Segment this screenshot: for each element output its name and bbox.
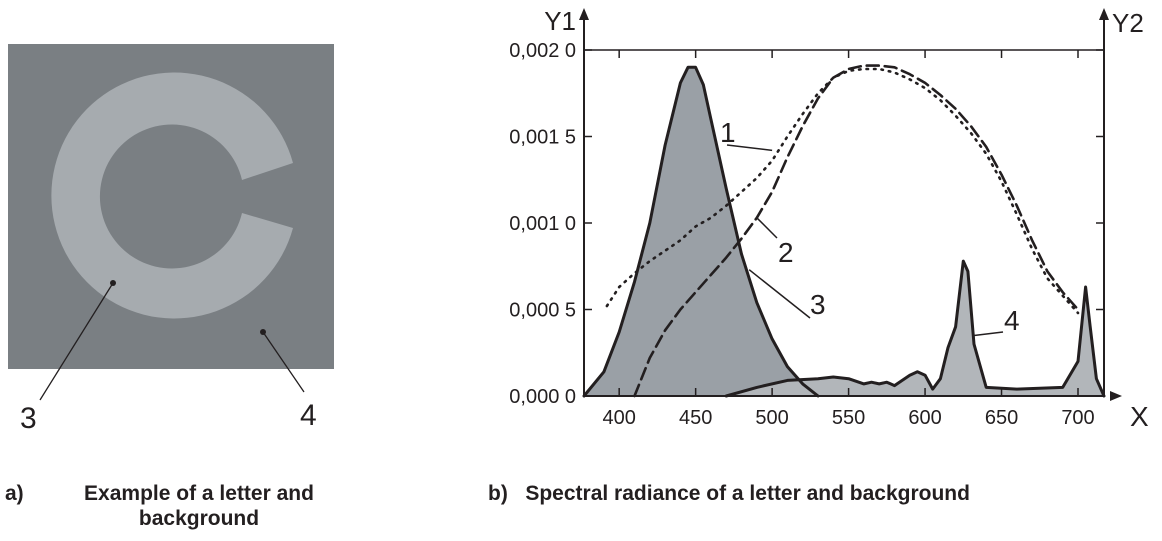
- x-tick-label: 700: [1061, 407, 1094, 429]
- series-4-label: 4: [1004, 305, 1020, 336]
- y2-axis-arrow: [1099, 8, 1109, 20]
- y-tick-label: 0,000 0: [509, 386, 576, 408]
- caption-a-letter: a): [5, 482, 24, 505]
- caption-b-text: Spectral radiance of a letter and backgr…: [525, 482, 970, 505]
- area-fills: [584, 67, 1104, 397]
- series-1-line: [605, 67, 1080, 315]
- x-axis-arrow: [1110, 391, 1122, 401]
- series-3-area: [584, 67, 818, 397]
- y-tick-label: 0,001 5: [509, 127, 576, 149]
- panel-b: 400 450 500 550 600 650 700 0,000 0 0,000 5 0,001…: [420, 0, 1162, 536]
- y-tick-label: 0,002 0: [509, 40, 576, 62]
- spectral-chart: 400 450 500 550 600 650 700 0,000 0 0,000 5 0,001…: [509, 6, 1149, 432]
- x-tick-label: 450: [679, 407, 712, 429]
- series-1-leader: [726, 144, 773, 152]
- y1-axis-arrow: [579, 8, 589, 20]
- x-axis-label: X: [1130, 401, 1149, 432]
- series-4-leader: [973, 331, 1004, 337]
- background-leader-line: [262, 331, 305, 393]
- letter-c: [51, 72, 293, 319]
- caption-b: b) Spectral radiance of a letter and bac…: [488, 481, 970, 506]
- letter-label: 3: [20, 402, 37, 435]
- caption-b-letter: b): [488, 482, 508, 505]
- y-tick-label: 0,001 0: [509, 213, 576, 235]
- x-tick-label: 650: [985, 407, 1018, 429]
- y-tick-label: 0,000 5: [509, 300, 576, 322]
- series-3-leader: [748, 269, 811, 319]
- series-lines: [582, 64, 1106, 398]
- x-tick-label: 600: [908, 407, 941, 429]
- series-2-label: 2: [778, 237, 794, 268]
- series-2-leader: [756, 217, 778, 239]
- axes: 400 450 500 550 600 650 700 0,000 0 0,000 5 0,001…: [509, 6, 1149, 432]
- series-3-line: [582, 65, 820, 398]
- letter-illustration: 3 4: [8, 44, 334, 435]
- series-annotations: 1 23 4: [720, 117, 1020, 337]
- letter-leader-line: [39, 282, 114, 401]
- caption-a-text: Example of a letter and background: [84, 482, 314, 530]
- x-tick-label: 550: [832, 407, 865, 429]
- series-1-label: 1: [720, 117, 736, 148]
- series-4-line: [724, 259, 1106, 398]
- background-label: 4: [300, 399, 317, 432]
- y2-axis-label: Y2: [1112, 8, 1144, 38]
- panel-a: 3 4 a) Example of a letter and backgroun…: [0, 0, 420, 536]
- x-tick-label: 400: [602, 407, 635, 429]
- series-2-line: [633, 64, 1080, 398]
- y1-axis-label: Y1: [544, 6, 576, 36]
- series-3-label: 3: [810, 289, 826, 320]
- x-tick-label: 500: [755, 407, 788, 429]
